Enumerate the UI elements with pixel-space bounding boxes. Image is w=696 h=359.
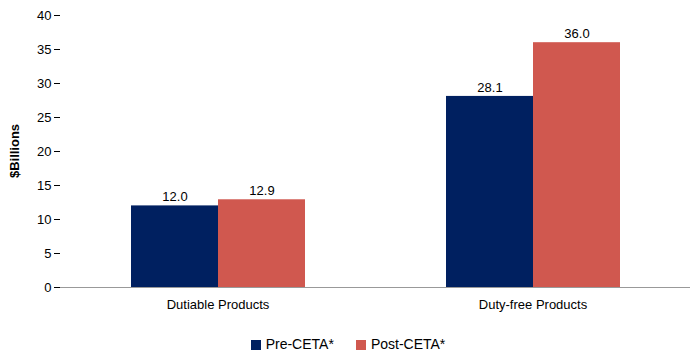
svg-text:25: 25 [37,110,51,125]
svg-text:12.9: 12.9 [249,183,274,198]
html-text:Pre-CETA*: Pre-CETA* [265,336,334,352]
svg-text:28.1: 28.1 [477,80,502,95]
svg-text:0: 0 [44,280,51,295]
svg-text:30: 30 [37,76,51,91]
svg-text:15: 15 [37,178,51,193]
svg-text:20: 20 [37,144,51,159]
svg-text:35: 35 [37,42,51,57]
svg-text:Dutiable Products: Dutiable Products [167,297,270,312]
svg-text:12.0: 12.0 [162,189,187,204]
svg-text:5: 5 [44,246,51,261]
svg-text:40: 40 [37,8,51,23]
svg-text:36.0: 36.0 [564,26,589,41]
svg-text:Duty-free Products: Duty-free Products [479,297,588,312]
svg-text:10: 10 [37,212,51,227]
html-text:Post-CETA*: Post-CETA* [370,336,446,352]
html-text:$Billions: $Billions [6,123,22,179]
